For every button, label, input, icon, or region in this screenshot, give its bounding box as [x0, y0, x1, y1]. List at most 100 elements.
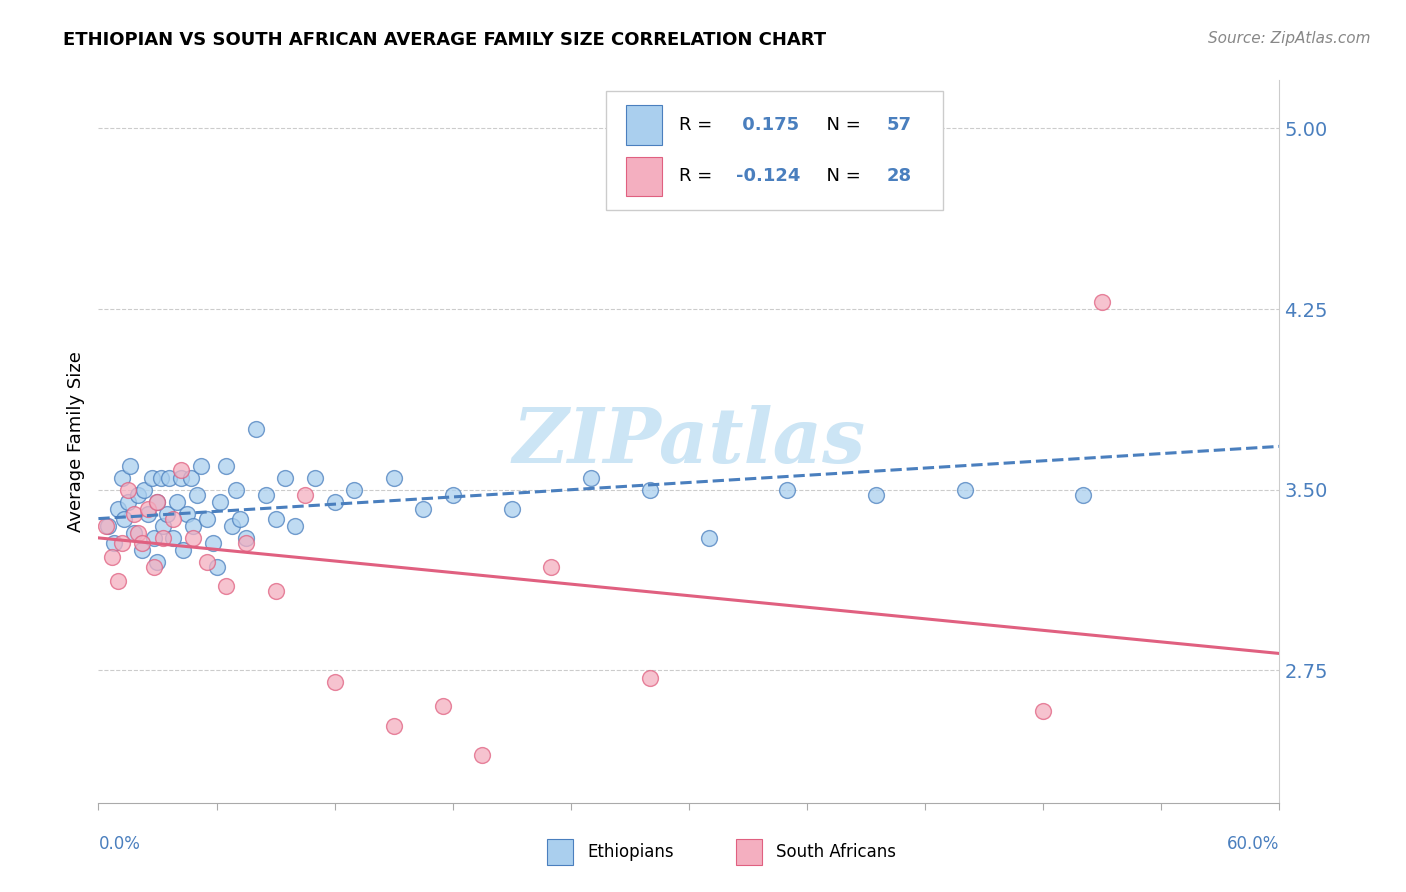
Bar: [737, 839, 762, 864]
Point: [152, 519, 174, 533]
Point: [156, 507, 179, 521]
Point: [107, 574, 129, 589]
Point: [432, 699, 454, 714]
Text: N =: N =: [815, 168, 868, 186]
Point: [245, 423, 267, 437]
Point: [170, 471, 193, 485]
Bar: [626, 105, 662, 145]
Point: [382, 719, 405, 733]
Point: [162, 511, 184, 525]
Point: [638, 483, 661, 497]
Point: [127, 526, 149, 541]
Text: 0.175: 0.175: [737, 116, 799, 134]
Bar: [547, 839, 574, 864]
Point: [201, 535, 224, 549]
Point: [264, 583, 287, 598]
Point: [1032, 704, 1054, 718]
Point: [953, 483, 976, 497]
Point: [323, 494, 346, 508]
Text: Source: ZipAtlas.com: Source: ZipAtlas.com: [1208, 31, 1371, 46]
Text: 28: 28: [886, 168, 911, 186]
Point: [146, 494, 169, 508]
Point: [117, 494, 139, 508]
Point: [209, 494, 232, 508]
Point: [127, 487, 149, 501]
Point: [122, 507, 145, 521]
Point: [1091, 294, 1114, 309]
Point: [131, 542, 153, 557]
Point: [103, 535, 125, 549]
Point: [284, 519, 307, 533]
Point: [343, 483, 366, 497]
Point: [132, 483, 155, 497]
Point: [96, 519, 118, 533]
Point: [136, 507, 159, 521]
Point: [180, 471, 202, 485]
Y-axis label: Average Family Size: Average Family Size: [66, 351, 84, 532]
Point: [540, 559, 562, 574]
Point: [1071, 487, 1094, 501]
Point: [146, 555, 169, 569]
Point: [323, 675, 346, 690]
Point: [776, 483, 799, 497]
Point: [235, 535, 257, 549]
Point: [441, 487, 464, 501]
Point: [117, 483, 139, 497]
Text: 60.0%: 60.0%: [1227, 835, 1279, 854]
Point: [181, 531, 204, 545]
Point: [205, 559, 228, 574]
Text: South Africans: South Africans: [776, 843, 897, 861]
Point: [190, 458, 212, 473]
Point: [865, 487, 887, 501]
Point: [176, 507, 198, 521]
Point: [131, 535, 153, 549]
Point: [111, 471, 134, 485]
Point: [170, 463, 193, 477]
Text: ETHIOPIAN VS SOUTH AFRICAN AVERAGE FAMILY SIZE CORRELATION CHART: ETHIOPIAN VS SOUTH AFRICAN AVERAGE FAMIL…: [63, 31, 827, 49]
Point: [166, 494, 188, 508]
Point: [195, 511, 218, 525]
Point: [186, 487, 208, 501]
Text: Ethiopians: Ethiopians: [588, 843, 673, 861]
Point: [136, 502, 159, 516]
Point: [142, 531, 165, 545]
Point: [111, 535, 134, 549]
Point: [150, 471, 173, 485]
Text: R =: R =: [679, 168, 718, 186]
Bar: [626, 156, 662, 196]
Point: [274, 471, 297, 485]
Point: [229, 511, 252, 525]
Text: N =: N =: [815, 116, 868, 134]
Point: [142, 559, 165, 574]
Point: [162, 531, 184, 545]
Point: [412, 502, 434, 516]
Point: [501, 502, 523, 516]
Point: [122, 526, 145, 541]
Point: [195, 555, 218, 569]
Point: [471, 747, 494, 762]
Point: [697, 531, 720, 545]
Point: [146, 494, 169, 508]
Point: [118, 458, 141, 473]
Point: [112, 511, 135, 525]
Text: -0.124: -0.124: [737, 168, 800, 186]
Text: 0.0%: 0.0%: [98, 835, 141, 854]
Point: [215, 458, 238, 473]
Point: [221, 519, 243, 533]
Point: [101, 550, 124, 565]
Point: [382, 471, 405, 485]
Point: [254, 487, 277, 501]
Point: [264, 511, 287, 525]
Point: [152, 531, 174, 545]
Point: [107, 502, 129, 516]
Point: [294, 487, 316, 501]
Point: [141, 471, 163, 485]
Point: [181, 519, 204, 533]
Text: 57: 57: [886, 116, 911, 134]
Point: [215, 579, 238, 593]
Point: [638, 671, 661, 685]
Point: [579, 471, 602, 485]
Point: [97, 519, 120, 533]
Text: ZIPatlas: ZIPatlas: [512, 405, 866, 478]
Point: [172, 542, 194, 557]
